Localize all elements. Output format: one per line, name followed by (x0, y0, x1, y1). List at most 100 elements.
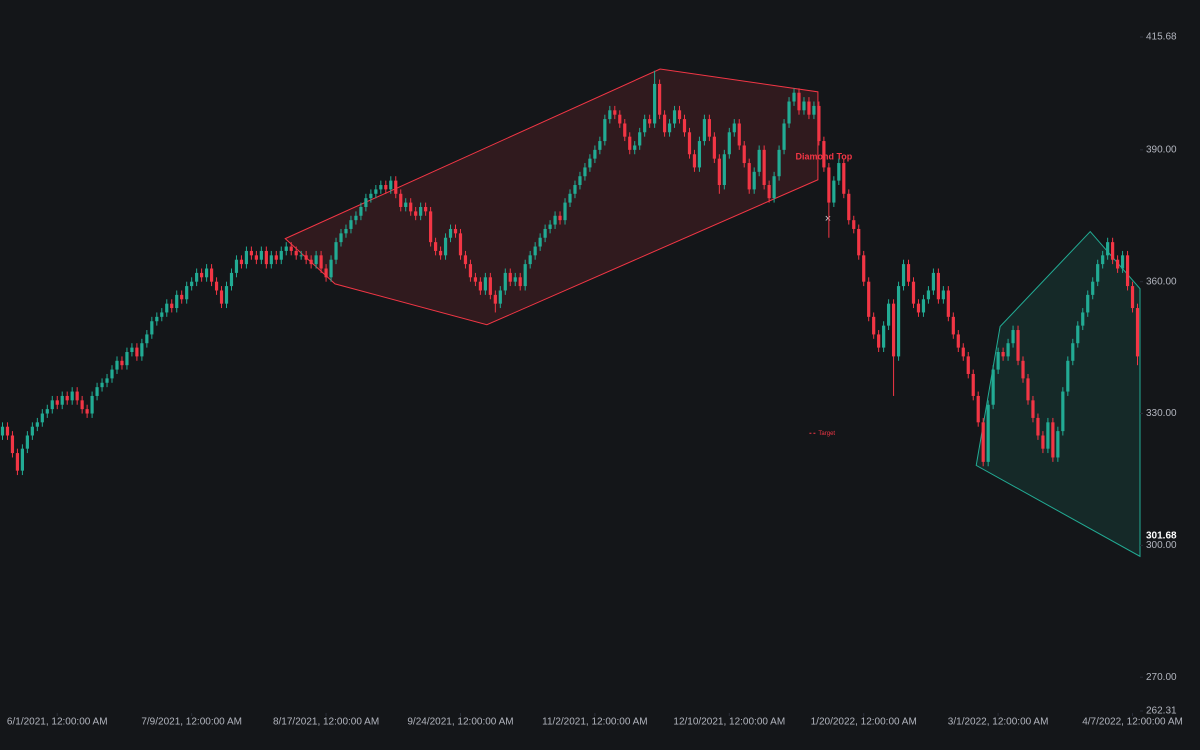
candle-body (80, 400, 84, 410)
candle-body (1086, 294, 1090, 313)
candle-body (389, 180, 393, 190)
candle-body (1125, 255, 1130, 287)
candle-body (533, 246, 537, 256)
candle-body (896, 286, 901, 357)
candle-body (334, 242, 338, 260)
candle-body (463, 255, 468, 265)
candle-body (971, 373, 975, 396)
candle-body (852, 220, 856, 229)
candle-body (603, 119, 607, 142)
candle-body (553, 215, 557, 225)
candle-body (140, 343, 144, 357)
candle-body (224, 286, 229, 304)
candle-body (120, 360, 124, 366)
candle-body (677, 110, 682, 120)
candle-body (747, 163, 751, 190)
candle-body (234, 259, 239, 273)
candle-body (692, 154, 697, 168)
candle-body (543, 228, 547, 238)
candle-body (319, 255, 323, 269)
candle-body (1031, 400, 1035, 418)
candle-body (1061, 391, 1065, 432)
candle-body (797, 92, 801, 111)
candle-body (548, 224, 552, 229)
candle-body (822, 141, 826, 168)
candle-body (568, 193, 572, 203)
candle-body (513, 277, 517, 282)
candle-body (588, 158, 592, 168)
candle-body (394, 180, 398, 194)
candle-body (339, 233, 343, 243)
candle-body (259, 250, 263, 260)
x-tick-label: 3/1/2022, 12:00:00 AM (948, 717, 1049, 728)
candle-body (95, 387, 99, 396)
candle-body (941, 290, 945, 300)
candle-body (812, 105, 816, 115)
candle-body (195, 272, 199, 282)
candle-body (349, 220, 353, 229)
candle-body (443, 237, 448, 256)
candle-body (1001, 352, 1005, 357)
candle-body (682, 119, 687, 133)
y-tick-label: 360.00 (1146, 276, 1177, 287)
candle-body (583, 167, 587, 177)
candle-body (658, 83, 662, 115)
candle-body (20, 448, 25, 471)
candle-body (70, 391, 74, 401)
candle-body (882, 325, 886, 348)
candle-body (891, 303, 896, 357)
candle-body (1026, 378, 1030, 401)
candle-body (767, 185, 771, 199)
candle-body (304, 255, 308, 260)
x-tick-label: 7/9/2021, 12:00:00 AM (141, 717, 242, 728)
candle-body (672, 110, 677, 124)
candle-body (279, 250, 283, 260)
candle-body (772, 176, 776, 199)
candle-body (314, 255, 318, 265)
candle-body (608, 110, 612, 120)
candle-body (573, 185, 577, 194)
candle-body (623, 123, 627, 137)
candle-body (807, 101, 811, 115)
candle-body (862, 255, 866, 282)
candle-body (1021, 360, 1025, 379)
y-tick-label: 390.00 (1146, 144, 1177, 155)
candle-body (254, 255, 258, 260)
candle-body (424, 206, 428, 212)
candle-body (165, 303, 169, 313)
candle-body (498, 290, 502, 304)
candle-body (593, 149, 597, 159)
candle-body (1036, 417, 1040, 436)
candle-body (269, 255, 273, 265)
candle-body (752, 171, 756, 190)
candle-body (931, 272, 936, 291)
candle-body (0, 426, 5, 436)
candle-body (787, 101, 791, 124)
candle-body (344, 228, 348, 234)
candle-body (55, 400, 59, 405)
candle-body (906, 264, 911, 282)
candle-body (523, 264, 527, 287)
x-tick-label: 4/7/2022, 12:00:00 AM (1082, 717, 1183, 728)
candle-body (986, 404, 990, 462)
last-price-label: 301.68 (1146, 531, 1177, 542)
candle-body (643, 119, 647, 133)
y-tick-label: 330.00 (1146, 408, 1177, 419)
candle-body (976, 395, 980, 423)
candle-body (742, 145, 746, 164)
candle-body (229, 272, 234, 287)
candle-body (438, 250, 443, 256)
candle-body (598, 141, 602, 150)
candle-body (707, 119, 711, 137)
candle-body (105, 378, 109, 383)
candle-body (433, 242, 438, 251)
candle-body (369, 193, 373, 199)
candle-body (757, 149, 761, 172)
candle-body (578, 176, 582, 186)
candle-body (429, 211, 433, 243)
candle-body (155, 316, 159, 322)
candle-body (981, 422, 985, 462)
candle-body (867, 281, 871, 317)
candle-body (697, 141, 702, 168)
